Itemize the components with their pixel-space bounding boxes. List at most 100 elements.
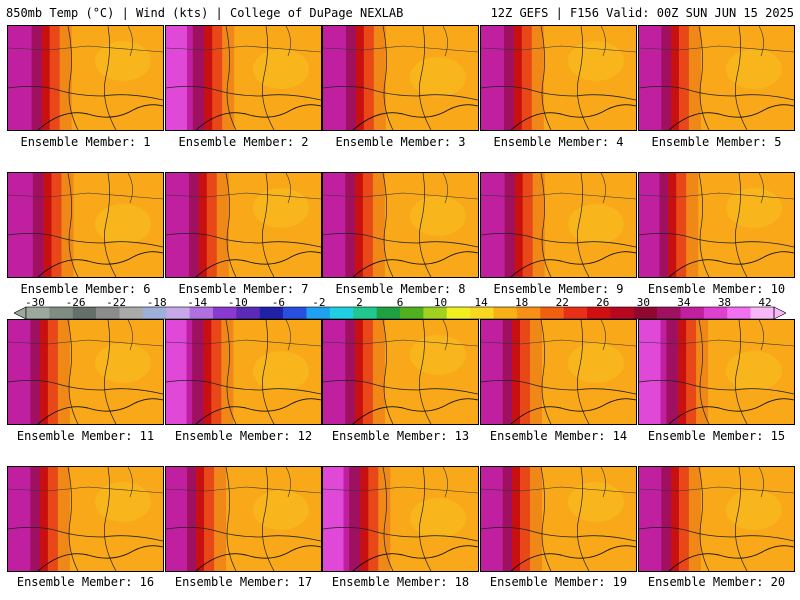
ensemble-member-label: Ensemble Member: 8	[335, 282, 466, 296]
ensemble-member-label: Ensemble Member: 3	[335, 135, 466, 149]
colorbar-swatch	[633, 307, 658, 319]
temperature-map	[323, 320, 478, 424]
colorbar-swatch	[657, 307, 681, 319]
colorbar-swatch	[49, 307, 74, 319]
ensemble-map-panel	[165, 25, 322, 131]
colorbar-tick-label: 2	[356, 296, 363, 309]
ensemble-member-label: Ensemble Member: 7	[178, 282, 309, 296]
temperature-map	[481, 320, 636, 424]
ensemble-member-label: Ensemble Member: 15	[647, 429, 786, 443]
colorbar-swatch	[727, 307, 751, 319]
colorbar-tick-label: -22	[106, 296, 127, 309]
temperature-colorbar	[14, 306, 786, 320]
temperature-map	[166, 173, 321, 277]
colorbar-swatch	[283, 307, 307, 319]
colorbar-tick-label: -10	[227, 296, 248, 309]
colorbar-tick-label: -6	[271, 296, 285, 309]
ensemble-member-label: Ensemble Member: 9	[493, 282, 624, 296]
ensemble-map-panel	[7, 25, 164, 131]
colorbar-tick-label: 42	[758, 296, 772, 309]
colorbar-right-arrow	[773, 306, 786, 320]
colorbar-tick-label: 18	[515, 296, 529, 309]
ensemble-map-panel	[638, 172, 795, 278]
ensemble-map-panel	[480, 172, 637, 278]
temperature-map	[639, 467, 794, 571]
colorbar-swatch	[329, 307, 354, 319]
ensemble-map-panel	[165, 319, 322, 425]
colorbar-swatch	[563, 307, 588, 319]
ensemble-map-panel	[165, 466, 322, 572]
temperature-map	[166, 320, 321, 424]
colorbar-swatch	[189, 307, 214, 319]
ensemble-member-label: Ensemble Member: 2	[178, 135, 309, 149]
colorbar-tick-label: 14	[474, 296, 488, 309]
colorbar-swatch	[259, 307, 284, 319]
ensemble-map-panel	[165, 172, 322, 278]
temperature-map	[481, 173, 636, 277]
colorbar-swatch	[142, 307, 167, 319]
colorbar-swatch	[119, 307, 144, 319]
ensemble-member-label: Ensemble Member: 1	[20, 135, 151, 149]
ensemble-map-panel	[322, 172, 479, 278]
colorbar-swatch	[353, 307, 377, 319]
colorbar-swatch	[446, 307, 471, 319]
ensemble-map-panel	[322, 319, 479, 425]
temperature-map	[639, 320, 794, 424]
ensemble-member-label: Ensemble Member: 12	[174, 429, 313, 443]
ensemble-map-panel	[638, 319, 795, 425]
colorbar-swatch	[400, 307, 424, 319]
ensemble-member-label: Ensemble Member: 13	[331, 429, 470, 443]
colorbar-swatch	[96, 307, 120, 319]
temperature-map	[8, 320, 163, 424]
ensemble-member-label: Ensemble Member: 18	[331, 575, 470, 589]
colorbar-swatch	[516, 307, 541, 319]
colorbar-swatch	[680, 307, 705, 319]
colorbar-tick-label: -18	[146, 296, 167, 309]
colorbar-tick-label: 26	[596, 296, 610, 309]
temperature-map	[323, 467, 478, 571]
colorbar-tick-label: 22	[555, 296, 569, 309]
ensemble-member-label: Ensemble Member: 6	[20, 282, 151, 296]
temperature-map	[8, 26, 163, 130]
colorbar-swatch	[750, 307, 775, 319]
colorbar-tick-label: 6	[396, 296, 404, 309]
temperature-map	[8, 467, 163, 571]
colorbar-swatch	[423, 307, 448, 319]
ensemble-map-panel	[638, 25, 795, 131]
ensemble-map-panel	[7, 172, 164, 278]
colorbar-swatch	[306, 307, 331, 319]
colorbar-swatch	[72, 307, 97, 319]
ensemble-member-label: Ensemble Member: 20	[647, 575, 786, 589]
temperature-map	[639, 26, 794, 130]
colorbar-swatch	[26, 307, 50, 319]
ensemble-member-label: Ensemble Member: 11	[16, 429, 155, 443]
ensemble-member-label: Ensemble Member: 4	[493, 135, 624, 149]
colorbar-tick-label: -2	[312, 296, 326, 309]
colorbar-swatch	[610, 307, 635, 319]
temperature-map	[481, 467, 636, 571]
colorbar-swatch	[213, 307, 237, 319]
temperature-map	[166, 26, 321, 130]
colorbar-tick-label: 34	[677, 296, 691, 309]
colorbar-swatch	[703, 307, 728, 319]
colorbar-tick-label: 38	[717, 296, 732, 309]
ensemble-map-panel	[322, 466, 479, 572]
ensemble-member-label: Ensemble Member: 17	[174, 575, 313, 589]
temperature-map	[323, 173, 478, 277]
colorbar-swatch	[376, 307, 401, 319]
model-run-info: 12Z GEFS | F156 Valid: 00Z SUN JUN 15 20…	[490, 6, 794, 20]
ensemble-member-label: Ensemble Member: 14	[489, 429, 628, 443]
colorbar-swatch	[587, 307, 611, 319]
ensemble-map-panel	[480, 319, 637, 425]
ensemble-map-panel	[322, 25, 479, 131]
ensemble-member-label: Ensemble Member: 16	[16, 575, 155, 589]
colorbar-swatch	[493, 307, 518, 319]
temperature-map	[323, 26, 478, 130]
colorbar-labels: -30 -26 -22 -18 -14 -10 -6 -2 2 6 10 14 18 22 26 30 34 38…	[0, 296, 800, 309]
ensemble-map-panel	[7, 466, 164, 572]
ensemble-map-panel	[638, 466, 795, 572]
ensemble-map-panel	[480, 466, 637, 572]
ensemble-member-label: Ensemble Member: 19	[489, 575, 628, 589]
colorbar-swatch	[540, 307, 564, 319]
temperature-map	[8, 173, 163, 277]
